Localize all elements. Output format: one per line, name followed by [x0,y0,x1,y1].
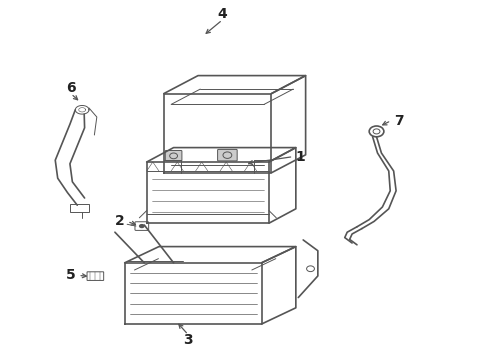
Bar [70,204,89,212]
Text: 5: 5 [66,269,76,282]
Text: 7: 7 [393,114,403,127]
Text: 2: 2 [115,215,124,228]
FancyBboxPatch shape [217,149,237,161]
Text: 4: 4 [217,8,227,21]
FancyBboxPatch shape [165,150,182,161]
Text: 1: 1 [295,150,305,163]
Text: 3: 3 [183,333,193,347]
Circle shape [139,224,144,228]
Text: 6: 6 [66,81,76,95]
